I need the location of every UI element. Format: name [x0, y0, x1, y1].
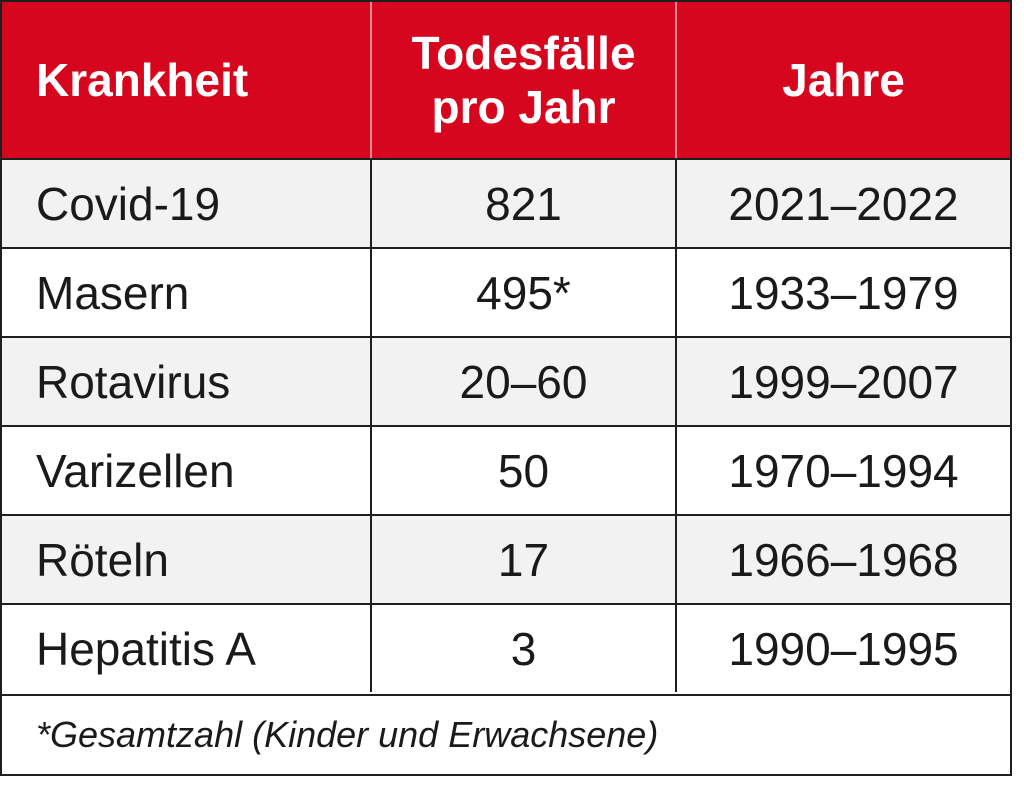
deaths-per-year: 495* — [476, 266, 571, 319]
years-range: 1990–1995 — [728, 622, 959, 675]
years-range: 1999–2007 — [728, 355, 959, 408]
footnote-row: *Gesamtzahl (Kinder und Erwachsene) — [2, 694, 1010, 774]
table-row: Masern 495* 1933–1979 — [2, 247, 1010, 336]
header-label-deaths-line2: pro Jahr — [431, 81, 616, 133]
years-range: 1933–1979 — [728, 266, 959, 319]
cell-deaths: 20–60 — [372, 338, 677, 425]
header-label-deaths: Todesfälle pro Jahr — [411, 26, 635, 134]
header-label-years: Jahre — [782, 54, 905, 106]
cell-deaths: 3 — [372, 605, 677, 692]
header-cell-disease: Krankheit — [2, 2, 372, 158]
deaths-per-year: 821 — [485, 177, 562, 230]
cell-disease: Hepatitis A — [2, 605, 372, 692]
deaths-per-year: 20–60 — [459, 355, 588, 408]
cell-disease: Covid-19 — [2, 160, 372, 247]
deaths-table: Krankheit Todesfälle pro Jahr Jahre Covi… — [0, 0, 1012, 776]
disease-name: Hepatitis A — [36, 622, 256, 675]
table-header-row: Krankheit Todesfälle pro Jahr Jahre — [2, 2, 1010, 158]
cell-disease: Röteln — [2, 516, 372, 603]
cell-disease: Masern — [2, 249, 372, 336]
disease-name: Röteln — [36, 533, 169, 586]
cell-deaths: 495* — [372, 249, 677, 336]
table-row: Hepatitis A 3 1990–1995 — [2, 603, 1010, 692]
disease-name: Varizellen — [36, 444, 235, 497]
cell-years: 1999–2007 — [677, 338, 1010, 425]
table-row: Varizellen 50 1970–1994 — [2, 425, 1010, 514]
cell-years: 2021–2022 — [677, 160, 1010, 247]
cell-deaths: 821 — [372, 160, 677, 247]
cell-years: 1990–1995 — [677, 605, 1010, 692]
deaths-per-year: 17 — [497, 533, 550, 586]
cell-deaths: 50 — [372, 427, 677, 514]
header-cell-years: Jahre — [677, 2, 1010, 158]
cell-deaths: 17 — [372, 516, 677, 603]
years-range: 1970–1994 — [728, 444, 959, 497]
table-row: Rotavirus 20–60 1999–2007 — [2, 336, 1010, 425]
deaths-per-year: 50 — [497, 444, 550, 497]
table-row: Röteln 17 1966–1968 — [2, 514, 1010, 603]
header-label-disease: Krankheit — [36, 54, 249, 106]
header-label-deaths-line1: Todesfälle — [411, 27, 636, 79]
header-cell-deaths: Todesfälle pro Jahr — [372, 2, 677, 158]
footnote: *Gesamtzahl (Kinder und Erwachsene) — [36, 714, 659, 755]
disease-name: Masern — [36, 266, 190, 319]
disease-name: Rotavirus — [36, 355, 231, 408]
cell-years: 1966–1968 — [677, 516, 1010, 603]
years-range: 2021–2022 — [728, 177, 959, 230]
cell-disease: Rotavirus — [2, 338, 372, 425]
disease-name: Covid-19 — [36, 177, 221, 230]
cell-years: 1933–1979 — [677, 249, 1010, 336]
cell-disease: Varizellen — [2, 427, 372, 514]
cell-years: 1970–1994 — [677, 427, 1010, 514]
years-range: 1966–1968 — [728, 533, 959, 586]
deaths-per-year: 3 — [510, 622, 537, 675]
table-row: Covid-19 821 2021–2022 — [2, 158, 1010, 247]
